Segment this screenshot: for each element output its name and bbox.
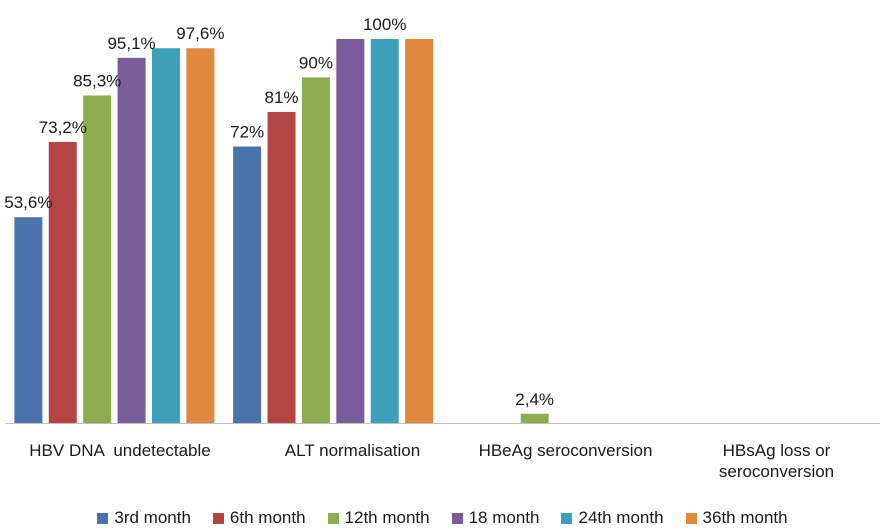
bar-1-2 [301,77,330,424]
bar-0-0 [14,217,43,423]
data-labels-group: 53,6% 73,2% 85,3% 95,1% 97,6% 72%81%90% 100% 2,… [4,15,554,409]
legend-swatch [451,512,463,524]
legend-swatch [561,512,573,524]
data-label-0-0: 53,6% [4,193,52,212]
bar-1-0 [233,146,262,423]
legend-label: 24th month [578,508,664,527]
legend-label: 3rd month [114,508,191,527]
bar-0-3 [117,57,146,423]
legend-swatch [97,512,109,524]
data-label-1-1: 81% [265,88,299,107]
data-label-1-0: 72% [230,123,264,142]
legend-label: 18 month [468,508,540,527]
legend-item: 24th month [561,508,664,528]
category-label: HBeAg seroconversion [478,441,653,460]
legend-swatch [212,512,224,524]
bar-0-2 [83,95,112,423]
data-label-2-2: 2,4% [515,390,554,409]
bar-0-1 [48,141,77,424]
legend-swatch [685,512,697,524]
legend-swatch [327,512,339,524]
legend-label: 36th month [702,508,788,527]
bar-2-2 [520,413,549,423]
data-label-1-4: 100% [363,15,406,34]
legend-item: 3rd month [97,508,191,528]
bars-group [14,39,549,424]
chart-canvas: 53,6% 73,2% 85,3% 95,1% 97,6% 72%81%90% 100% 2,… [4,15,880,424]
data-label-0-3: 95,1% [107,34,155,53]
data-label-1-2: 90% [299,53,333,72]
legend-item: 36th month [685,508,788,528]
legend-label: 12th month [344,508,430,527]
category-label: HBsAg loss or seroconversion [718,441,836,481]
legend: 3rd month 6th month 12th month 18 month 24th… [0,508,885,528]
data-label-0-2: 85,3% [73,71,121,90]
legend-item: 6th month [212,508,306,528]
bar-0-5 [186,48,215,423]
legend-item: 12th month [327,508,430,528]
bar-1-4 [370,39,399,423]
bar-0-4 [151,48,180,423]
category-label: ALT normalisation [284,441,421,460]
category-label: HBV DNA undetectable [29,441,211,460]
data-label-0-5: 97,6% [176,24,224,43]
legend-label: 6th month [229,508,306,527]
bar-1-5 [405,39,434,423]
bar-1-1 [267,111,296,424]
data-label-0-1: 73,2% [39,118,87,137]
legend-item: 18 month [451,508,540,528]
bar-1-3 [336,39,365,423]
